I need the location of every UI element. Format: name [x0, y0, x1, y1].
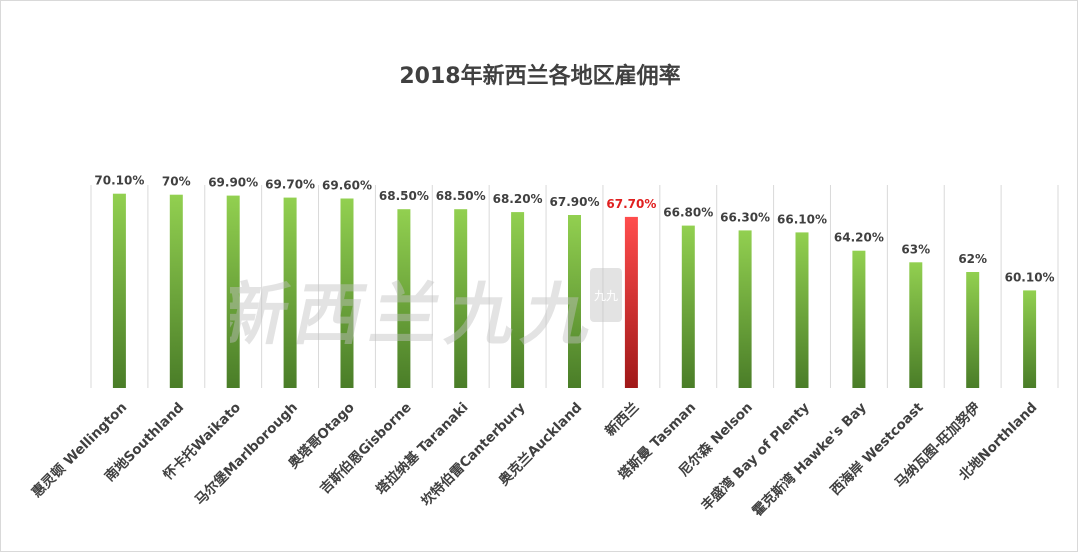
category-label: 惠灵顿 Wellington: [28, 399, 130, 501]
data-label: 70.10%: [94, 174, 144, 188]
data-label: 68.50%: [379, 189, 429, 203]
data-label: 69.60%: [322, 179, 372, 193]
bar: [226, 195, 240, 388]
data-label: 68.20%: [493, 192, 543, 206]
category-label: 丰盛湾 Bay of Plenty: [698, 399, 813, 514]
data-label: 67.70%: [606, 197, 656, 211]
watermark-text: 新西兰九九: [230, 275, 609, 355]
bar: [681, 225, 695, 388]
watermark-seal-text: 九九: [594, 289, 618, 303]
bar: [909, 262, 923, 388]
data-label: 66.30%: [720, 210, 770, 224]
bar: [568, 215, 581, 388]
data-label: 62%: [958, 252, 987, 266]
data-label: 60.10%: [1005, 270, 1055, 284]
data-label: 64.20%: [834, 231, 884, 245]
chart-title: 2018年新西兰各地区雇佣率: [399, 64, 681, 89]
bar: [340, 198, 354, 388]
data-label: 67.90%: [550, 195, 600, 209]
bar: [795, 232, 809, 388]
category-label: 塔拉纳基 Taranaki: [372, 399, 471, 498]
bar: [454, 209, 468, 388]
bar: [1023, 290, 1037, 388]
data-label: 69.90%: [208, 176, 258, 190]
category-label: 西海岸 Westcoast: [827, 398, 927, 498]
data-label: 63%: [901, 242, 930, 256]
data-label: 70%: [162, 175, 191, 189]
bar: [738, 230, 752, 388]
watermark: 新西兰九九 九九: [230, 268, 622, 355]
category-label: 霍克斯湾 Hawke's Bay: [749, 399, 870, 520]
watermark-seal: [590, 268, 622, 322]
category-label: 坎特伯雷Canterbury: [418, 399, 529, 510]
bar: [624, 216, 638, 388]
bar: [966, 272, 980, 388]
bar: [112, 193, 126, 388]
category-label: 马尔堡Marlborough: [191, 399, 301, 509]
data-label: 66.80%: [663, 206, 713, 220]
bar: [169, 194, 183, 388]
bar: [283, 197, 297, 388]
bar: [852, 250, 866, 388]
data-label: 69.70%: [265, 178, 315, 192]
data-label: 66.10%: [777, 212, 827, 226]
bar: [397, 209, 411, 388]
category-label: 新西兰: [602, 399, 643, 440]
bar: [511, 212, 525, 388]
data-label: 68.50%: [436, 189, 486, 203]
